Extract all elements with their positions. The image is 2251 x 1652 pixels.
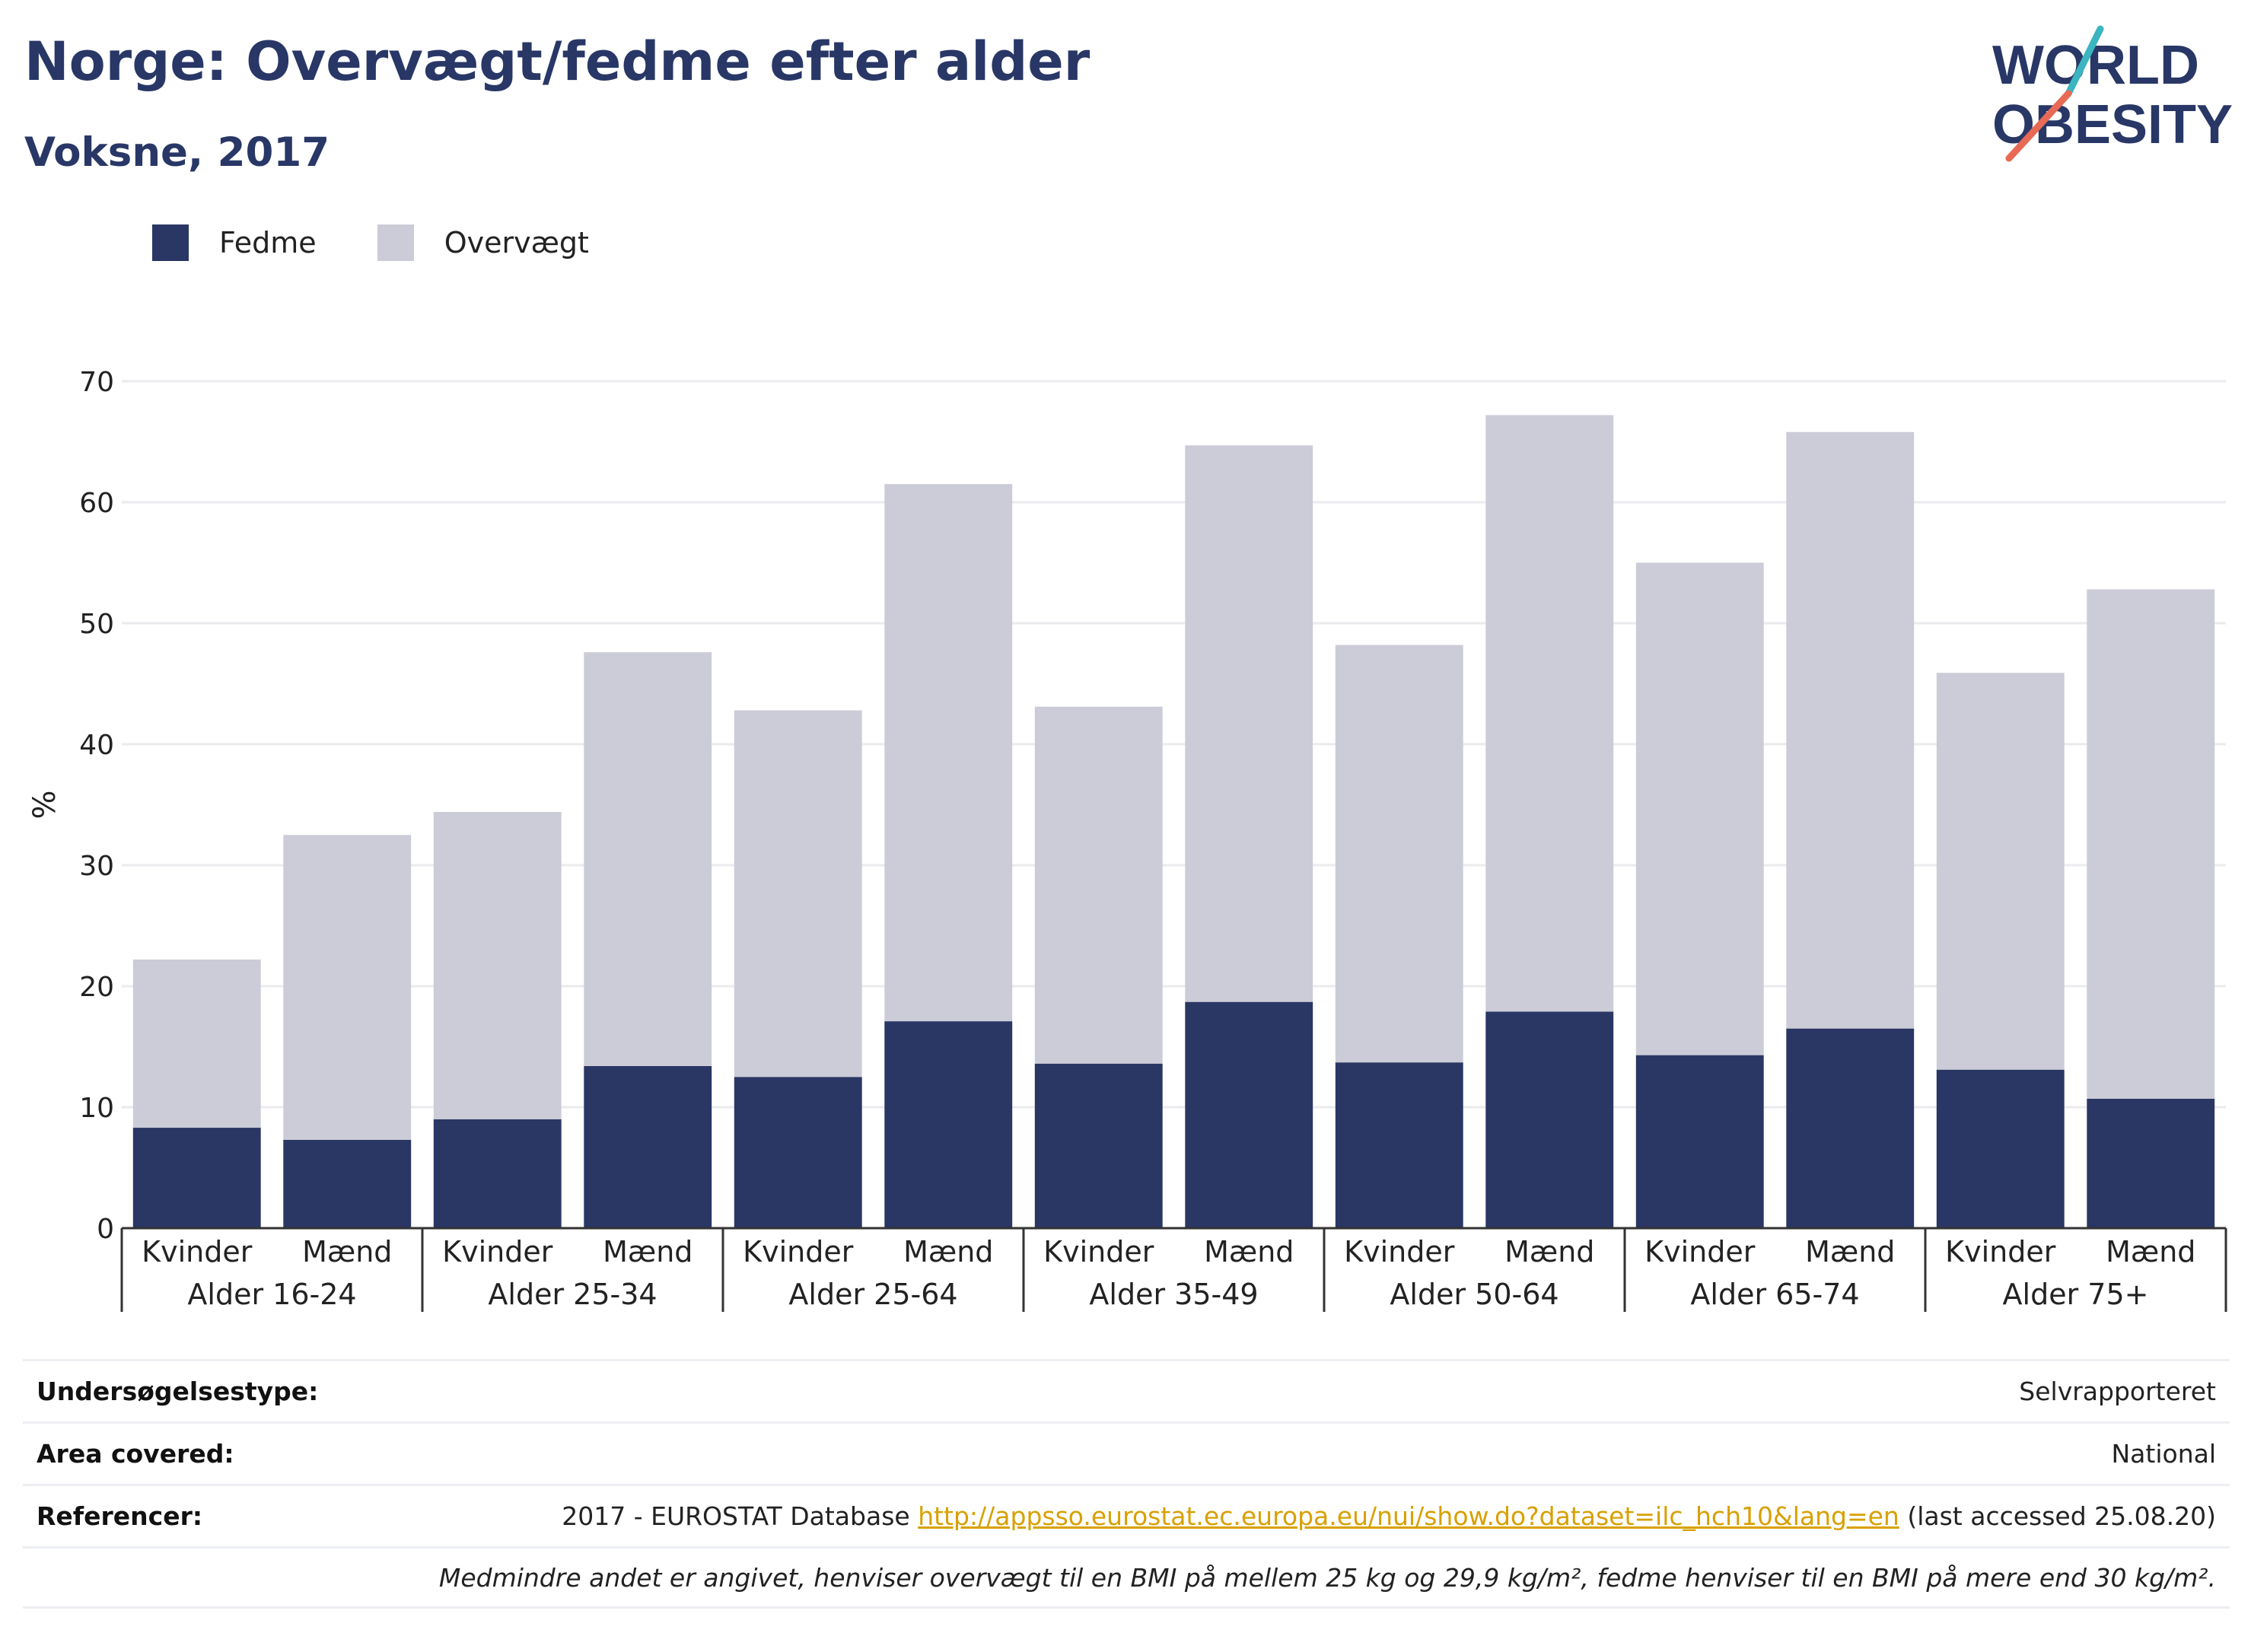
survey-type-label: Undersøgelsestype: xyxy=(37,1377,319,1406)
bar-overvaegt xyxy=(2087,589,2215,1099)
reference-link[interactable]: http://appsso.eurostat.ec.europa.eu/nui/… xyxy=(918,1501,1899,1531)
info-row-note: Medmindre andet er angivet, henviser ove… xyxy=(23,1546,2230,1609)
y-tick-label: 10 xyxy=(79,1093,114,1124)
group-label: Alder 25-34 xyxy=(488,1278,657,1311)
x-tick-label: Mænd xyxy=(603,1235,692,1268)
reference-suffix: (last accessed 25.08.20) xyxy=(1899,1501,2216,1531)
info-row-survey: Undersøgelsestype: Selvrapporteret xyxy=(23,1359,2230,1421)
x-tick-label: Mænd xyxy=(903,1235,993,1268)
bar-overvaegt xyxy=(1034,706,1163,1064)
x-tick-label: Kvinder xyxy=(1644,1235,1756,1268)
bar-fedme xyxy=(1936,1069,2065,1228)
x-tick-label: Kvinder xyxy=(1945,1235,2056,1268)
bar-overvaegt xyxy=(132,960,261,1128)
y-tick-label: 20 xyxy=(79,972,114,1003)
bar-overvaegt xyxy=(433,812,562,1119)
bar-fedme xyxy=(584,1065,712,1228)
bar-fedme xyxy=(734,1077,862,1228)
logo-line2: OBESITY xyxy=(1992,94,2233,155)
bar-fedme xyxy=(1335,1062,1463,1228)
bar-overvaegt xyxy=(584,652,712,1066)
references-label: Referencer: xyxy=(37,1501,203,1531)
x-tick-label: Kvinder xyxy=(1344,1235,1455,1268)
x-tick-label: Mænd xyxy=(1504,1235,1594,1268)
x-tick-label: Mænd xyxy=(1805,1235,1895,1268)
legend-label-fedme[interactable]: Fedme xyxy=(219,226,317,259)
bar-fedme xyxy=(132,1128,261,1228)
y-axis-label: % xyxy=(27,790,62,819)
bar-fedme xyxy=(283,1139,412,1228)
bar-fedme xyxy=(884,1021,1013,1228)
group-label: Alder 75+ xyxy=(2003,1278,2149,1311)
bar-overvaegt xyxy=(1786,431,1915,1029)
x-tick-label: Kvinder xyxy=(442,1235,553,1268)
bar-fedme xyxy=(433,1119,562,1228)
page-title: Norge: Overvægt/fedme efter alder xyxy=(24,30,1090,93)
bar-overvaegt xyxy=(1335,645,1463,1063)
chart-legend: Fedme Overvægt xyxy=(152,224,650,261)
bmi-note: Medmindre andet er angivet, henviser ove… xyxy=(438,1562,2216,1593)
area-covered-label: Area covered: xyxy=(37,1439,234,1469)
bar-fedme xyxy=(1786,1028,1915,1228)
bar-overvaegt xyxy=(1936,673,2065,1070)
group-label: Alder 65-74 xyxy=(1690,1278,1859,1311)
bar-fedme xyxy=(2087,1098,2215,1228)
reference-prefix: 2017 - EUROSTAT Database xyxy=(562,1501,919,1531)
bar-fedme xyxy=(1185,1001,1313,1228)
bar-overvaegt xyxy=(1635,562,1764,1055)
bar-overvaegt xyxy=(1485,415,1614,1012)
bar-overvaegt xyxy=(734,710,862,1077)
legend-swatch-fedme[interactable] xyxy=(152,224,189,261)
bar-overvaegt xyxy=(884,484,1013,1022)
x-tick-label: Kvinder xyxy=(142,1235,253,1268)
y-tick-label: 30 xyxy=(79,851,114,882)
x-tick-label: Kvinder xyxy=(743,1235,854,1268)
stacked-bar-chart: 0 10 20 30 40 50 60 70% Kvinder Mænd Kvinder Mænd Kv… xyxy=(27,367,2227,1312)
group-label: Alder 50-64 xyxy=(1390,1278,1559,1311)
y-tick-label: 40 xyxy=(79,730,114,761)
bar-fedme xyxy=(1635,1055,1764,1228)
info-table: Undersøgelsestype: Selvrapporteret Area … xyxy=(23,1359,2230,1609)
bar-fedme xyxy=(1485,1011,1614,1228)
info-row-area: Area covered: National xyxy=(23,1421,2230,1484)
world-obesity-logo: WORLD OBESITY xyxy=(1992,25,2233,162)
y-tick-label: 50 xyxy=(79,609,114,640)
bar-fedme xyxy=(1034,1063,1163,1228)
group-label: Alder 35-49 xyxy=(1089,1278,1258,1311)
legend-label-overvaegt[interactable]: Overvægt xyxy=(444,226,589,259)
info-row-references: Referencer: 2017 - EUROSTAT Database htt… xyxy=(23,1484,2230,1546)
x-tick-label: Mænd xyxy=(302,1235,392,1268)
bar-overvaegt xyxy=(1185,445,1313,1002)
y-tick-label: 60 xyxy=(79,488,114,519)
y-tick-label: 0 xyxy=(97,1214,114,1245)
group-label: Alder 25-64 xyxy=(788,1278,957,1311)
x-tick-label: Mænd xyxy=(1204,1235,1294,1268)
survey-type-value: Selvrapporteret xyxy=(2019,1377,2216,1406)
bar-overvaegt xyxy=(283,835,412,1140)
logo-coral-stroke xyxy=(2005,90,2072,162)
y-tick-label: 70 xyxy=(79,367,114,398)
area-covered-value: National xyxy=(2111,1439,2216,1469)
references-value: 2017 - EUROSTAT Database http://appsso.e… xyxy=(562,1501,2216,1531)
group-label: Alder 16-24 xyxy=(187,1278,356,1311)
x-tick-label: Kvinder xyxy=(1043,1235,1154,1268)
x-tick-label: Mænd xyxy=(2106,1235,2195,1268)
page-subtitle: Voksne, 2017 xyxy=(24,129,330,176)
legend-swatch-overvaegt[interactable] xyxy=(377,224,414,261)
logo-teal-stroke xyxy=(2065,25,2104,97)
